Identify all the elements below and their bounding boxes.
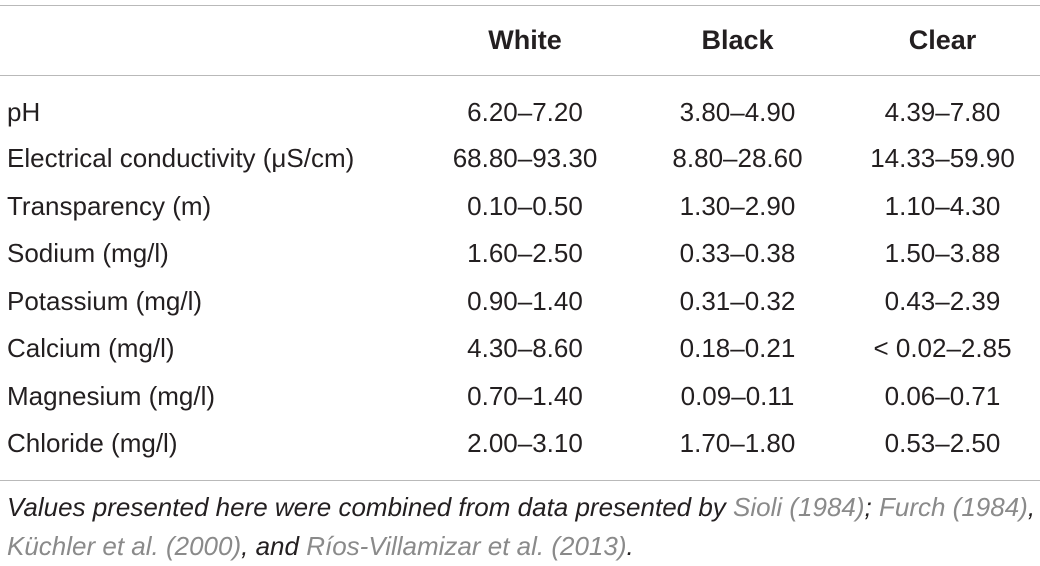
row-parameter: Electrical conductivity (μS/cm) (7, 143, 355, 174)
reference-link-sioli[interactable]: Sioli (1984) (733, 492, 865, 522)
reference-link-kuchler[interactable]: Küchler et al. (2000) (7, 531, 242, 561)
cell-clear: 4.39–7.80 (884, 96, 1001, 127)
row-parameter: Potassium (mg/l) (7, 285, 203, 316)
cell-black: 1.70–1.80 (679, 428, 796, 459)
footnote-end: . (626, 531, 634, 561)
footnote-separator: , and (241, 531, 307, 561)
table-row: Electrical conductivity (μS/cm) 68.80–93… (0, 135, 1040, 183)
row-parameter: Calcium (mg/l) (7, 333, 175, 364)
cell-white: 1.60–2.50 (467, 238, 583, 269)
header-white: White (488, 24, 562, 55)
row-parameter: Magnesium (mg/l) (7, 380, 216, 411)
row-parameter: pH (7, 96, 41, 127)
header-parameter (0, 5, 420, 75)
table-row: Magnesium (mg/l) 0.70–1.40 0.09–0.11 0.0… (0, 373, 1040, 421)
cell-white: 68.80–93.30 (452, 143, 598, 174)
row-parameter: Transparency (m) (7, 190, 212, 221)
table-row: Sodium (mg/l) 1.60–2.50 0.33–0.38 1.50–3… (0, 230, 1040, 278)
cell-clear: < 0.02–2.85 (873, 333, 1012, 364)
table-row: Potassium (mg/l) 0.90–1.40 0.31–0.32 0.4… (0, 278, 1040, 326)
cell-white: 6.20–7.20 (467, 96, 583, 127)
cell-black: 0.09–0.11 (680, 380, 795, 411)
cell-clear: 0.53–2.50 (884, 428, 1001, 459)
cell-white: 4.30–8.60 (467, 333, 583, 364)
table-row: pH 6.20–7.20 3.80–4.90 4.39–7.80 (0, 75, 1040, 135)
cell-black: 0.33–0.38 (679, 238, 796, 269)
cell-clear: 1.50–3.88 (884, 238, 1001, 269)
table-row: Calcium (mg/l) 4.30–8.60 0.18–0.21 < 0.0… (0, 325, 1040, 373)
cell-clear: 0.43–2.39 (884, 285, 1001, 316)
water-properties-table: White Black Clear pH 6.20–7.20 3.80–4.90… (0, 5, 1040, 468)
reference-link-rios-villamizar[interactable]: Ríos-Villamizar et al. (2013) (306, 531, 627, 561)
reference-link-furch[interactable]: Furch (1984) (879, 492, 1028, 522)
footnote-lead: Values presented here were combined from… (7, 492, 734, 522)
table-footnote: Values presented here were combined from… (7, 488, 1037, 566)
footnote-separator: ; (864, 492, 879, 522)
cell-black: 1.30–2.90 (679, 190, 796, 221)
bottom-rule (0, 480, 1040, 481)
cell-black: 3.80–4.90 (679, 96, 796, 127)
table-row: Chloride (mg/l) 2.00–3.10 1.70–1.80 0.53… (0, 420, 1040, 468)
footnote-separator: , (1027, 492, 1036, 522)
header-rule (0, 75, 1040, 76)
cell-black: 8.80–28.60 (672, 143, 803, 174)
header-clear: Clear (908, 24, 977, 55)
cell-clear: 0.06–0.71 (884, 380, 1001, 411)
cell-white: 0.70–1.40 (467, 380, 583, 411)
cell-black: 0.31–0.32 (679, 285, 796, 316)
cell-black: 0.18–0.21 (679, 333, 796, 364)
table-row: Transparency (m) 0.10–0.50 1.30–2.90 1.1… (0, 183, 1040, 231)
cell-clear: 14.33–59.90 (870, 143, 1015, 174)
cell-clear: 1.10–4.30 (884, 190, 1001, 221)
cell-white: 2.00–3.10 (467, 428, 583, 459)
header-row: White Black Clear (0, 5, 1040, 75)
header-black: Black (701, 24, 774, 55)
row-parameter: Chloride (mg/l) (7, 428, 178, 459)
cell-white: 0.90–1.40 (467, 285, 583, 316)
cell-white: 0.10–0.50 (467, 190, 583, 221)
row-parameter: Sodium (mg/l) (7, 238, 169, 269)
top-rule (0, 5, 1040, 6)
